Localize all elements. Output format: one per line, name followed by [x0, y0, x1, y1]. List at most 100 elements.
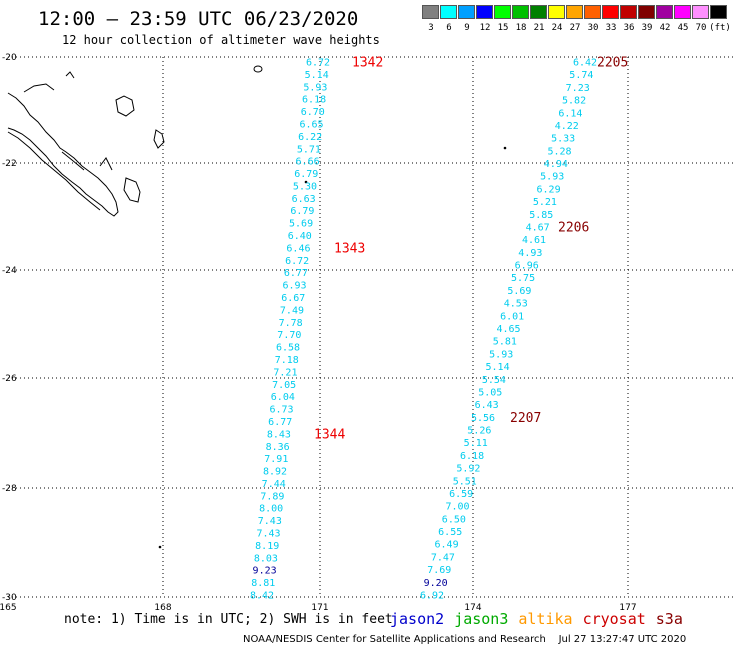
legend-label: 9 — [464, 23, 470, 33]
legend-label: 42 — [659, 23, 671, 33]
coast-fragment-north — [23, 83, 55, 93]
ouvea-island — [153, 129, 165, 149]
satellite-s3a: s3a — [655, 610, 683, 628]
swh-value: 6.79 — [290, 206, 314, 217]
legend-swatch — [638, 5, 655, 19]
swh-value: 6.65 — [299, 119, 323, 130]
swh-value: 6.93 — [283, 281, 307, 292]
lat-label: -20 — [2, 53, 17, 63]
swh-value: 8.42 — [250, 591, 274, 602]
swh-value: 4.65 — [496, 324, 520, 335]
swh-value: 6.49 — [435, 540, 459, 551]
swh-value: 7.05 — [272, 380, 296, 391]
swh-value: 5.93 — [489, 349, 513, 360]
legend-label: 39 — [641, 23, 653, 33]
lat-label: -28 — [2, 484, 17, 494]
swh-value: 8.03 — [254, 553, 278, 564]
legend-label: 45 — [677, 23, 689, 33]
swh-value: 5.92 — [456, 464, 480, 475]
reef-markers — [158, 146, 507, 549]
swh-value: 6.22 — [298, 132, 322, 143]
altimeter-tracks: 6.725.145.936.186.706.656.225.716.666.79… — [250, 56, 628, 602]
legend-swatch — [674, 5, 691, 19]
legend-label: 27 — [569, 23, 581, 33]
swh-value: 6.67 — [281, 293, 305, 304]
swh-value: 6.63 — [292, 194, 316, 205]
swh-value: 5.93 — [540, 172, 564, 183]
swh-value: 5.75 — [511, 273, 535, 284]
legend-swatch — [422, 5, 439, 19]
legend-swatch — [494, 5, 511, 19]
swh-value: 7.69 — [427, 565, 451, 576]
swh-value: 7.49 — [280, 305, 304, 316]
swh-value: 7.23 — [566, 83, 590, 94]
swh-value: 7.21 — [273, 367, 297, 378]
legend-swatch — [620, 5, 637, 19]
legend-label: 6 — [446, 23, 452, 33]
swh-value: 6.77 — [268, 417, 292, 428]
swh-value: 7.44 — [262, 479, 286, 490]
lon-label: 168 — [154, 603, 171, 613]
swh-value: 9.20 — [424, 578, 448, 589]
legend-label: 30 — [587, 23, 599, 33]
swh-value: 5.74 — [569, 70, 593, 81]
coast-fragment-mid — [61, 151, 85, 171]
legend-unit: (ft) — [709, 23, 731, 33]
swh-value: 7.89 — [260, 491, 284, 502]
swh-value: 8.36 — [266, 442, 290, 453]
lon-label: 177 — [619, 603, 636, 613]
legend-label: 24 — [551, 23, 563, 33]
swh-value: 5.33 — [551, 134, 575, 145]
swh-value: 6.77 — [284, 268, 308, 279]
swh-value: 6.18 — [460, 451, 484, 462]
new-caledonia-coast — [7, 92, 119, 217]
swh-value: 5.82 — [562, 96, 586, 107]
legend-label: 18 — [515, 23, 527, 33]
swh-value: 5.28 — [547, 146, 571, 157]
swh-value: 5.21 — [533, 197, 557, 208]
swh-value: 8.81 — [251, 578, 275, 589]
legend-swatch — [602, 5, 619, 19]
swh-value: 6.42 — [573, 58, 597, 69]
swh-value: 5.93 — [303, 82, 327, 93]
pass-time-label: 1342 — [352, 56, 383, 71]
legend-swatch — [440, 5, 457, 19]
swh-value: 4.61 — [522, 235, 546, 246]
legend-swatch — [512, 5, 529, 19]
lon-label: 165 — [0, 603, 17, 613]
swh-value: 8.43 — [267, 429, 291, 440]
swh-value: 6.50 — [442, 514, 466, 525]
swh-value: 5.30 — [293, 181, 317, 192]
swh-value: 6.01 — [500, 311, 524, 322]
legend-label: 36 — [623, 23, 635, 33]
swh-value: 5.71 — [297, 144, 321, 155]
swh-value: 6.14 — [558, 108, 582, 119]
coastline — [7, 65, 263, 217]
legend-label: 21 — [533, 23, 545, 33]
swh-value: 6.40 — [288, 231, 312, 242]
swh-value: 4.93 — [518, 248, 542, 259]
legend-swatch — [458, 5, 475, 19]
swh-value: 5.26 — [467, 426, 491, 437]
swh-value: 7.00 — [445, 502, 469, 513]
swh-value: 8.92 — [263, 467, 287, 478]
swh-value: 6.79 — [294, 169, 318, 180]
mare-island — [123, 177, 141, 203]
swh-value: 6.18 — [302, 95, 326, 106]
isle-north — [253, 65, 263, 73]
legend-swatch — [710, 5, 727, 19]
chart-subtitle: 12 hour collection of altimeter wave hei… — [62, 33, 380, 47]
footer-note: note: 1) Time is in UTC; 2) SWH is in fe… — [64, 612, 393, 627]
swh-value: 5.69 — [507, 286, 531, 297]
swh-value: 6.66 — [296, 157, 320, 168]
pass-time-label: 2207 — [510, 411, 541, 426]
legend-label: 70 — [695, 23, 707, 33]
swh-value: 5.54 — [482, 375, 506, 386]
swh-value: 7.43 — [258, 516, 282, 527]
pass-time-label: 1344 — [314, 427, 345, 442]
swh-value: 6.59 — [449, 489, 473, 500]
reef-dot — [158, 545, 162, 549]
swh-value: 5.14 — [305, 70, 329, 81]
swh-value: 6.58 — [276, 343, 300, 354]
